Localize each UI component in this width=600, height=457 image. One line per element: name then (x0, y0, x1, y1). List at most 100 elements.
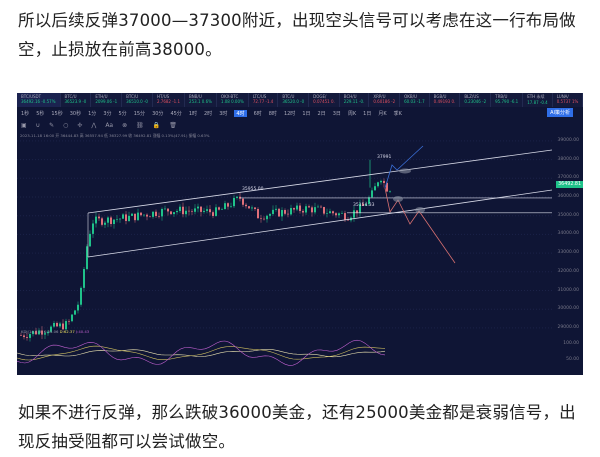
candle-body (329, 211, 331, 214)
candle-body (35, 331, 37, 335)
timeframe-option[interactable]: 3分 (103, 111, 112, 117)
lock-icon[interactable]: 🔒 (152, 122, 161, 129)
ticker-tab[interactable]: HT/US 2.7682 -1.1 (153, 93, 186, 107)
highlight-ellipse (415, 207, 425, 213)
timeframe-option[interactable]: 月K (378, 111, 387, 117)
candle-body (188, 210, 190, 212)
timeframe-option[interactable]: 季K (393, 111, 402, 117)
timeframe-option[interactable]: 3日 (332, 111, 341, 117)
timeframe-option[interactable]: 45分 (170, 111, 182, 117)
highlight-ellipse (393, 196, 403, 202)
timeframe-option[interactable]: 1日 (363, 111, 372, 117)
candle-body (383, 180, 385, 183)
timeframe-option[interactable]: 5分 (118, 111, 127, 117)
candle-body (71, 314, 73, 322)
text-icon[interactable]: Aa (105, 122, 114, 129)
ticker-tab[interactable]: LTC/US 72.77 -1.4 (249, 93, 279, 107)
link-icon[interactable]: ⛓ (136, 122, 144, 129)
ai-analysis-button[interactable]: AI策分析 (547, 108, 573, 117)
ohlc-info: 2023-11-18 16:00 开 36444.83 高 36557.94 低… (20, 133, 210, 138)
timeframe-option[interactable]: 1时 (188, 111, 197, 117)
timeframe-option[interactable]: 1秒 (21, 111, 30, 117)
timeframe-option[interactable]: 15秒 (51, 111, 63, 117)
ticker-tab[interactable]: OKX-BTC 1.08 0.00% (217, 93, 249, 107)
timeframe-option[interactable]: 30分 (152, 111, 164, 117)
ticker-name: ETH 永续 (527, 94, 545, 99)
candle-body (293, 208, 295, 210)
candle-body (182, 206, 184, 215)
timeframe-option[interactable]: 2时 (204, 111, 213, 117)
ticker-tab[interactable]: ETH/U 2099.06 -1 (91, 93, 123, 107)
trash-icon[interactable]: 🗑 (169, 122, 177, 129)
ticker-tab[interactable]: BGB/U 0.49193 0. (430, 93, 461, 107)
ticker-name: LTC/US (252, 94, 267, 99)
candle-body (32, 331, 34, 335)
ticker-tab[interactable]: OKB/U 60.03 -1.7 (400, 93, 430, 107)
candle-body (74, 310, 76, 315)
cursor-icon[interactable]: ▣ (21, 122, 27, 129)
ticker-value: 36510.0 -0 (126, 99, 148, 104)
candle-body (197, 206, 199, 209)
timeframe-option[interactable]: 4时 (234, 110, 247, 117)
drawing-toolbar: ▣ ∪ ✎ ○ ✢ ⋀ Aa ⊗ ⛓ 🔒 🗑 (17, 120, 583, 131)
timeframe-option[interactable]: 周K (347, 111, 357, 117)
ticker-value: 0.07451 0. (313, 99, 335, 104)
ticker-tab[interactable]: TRB/U 95.790 -6.1 (491, 93, 524, 107)
price-axis-label: 32000.00 (557, 268, 579, 274)
timeframe-option[interactable]: 2日 (317, 111, 326, 117)
candle-body (281, 210, 283, 217)
ticker-name: BTC/U (126, 94, 139, 99)
kdj-title: KDJ(14,3,3) (21, 329, 43, 334)
ticker-tab[interactable]: LUNA/0.5737 1% (553, 93, 583, 107)
ticker-tab[interactable]: BTC/U 36523.9 -0 (61, 93, 92, 107)
candle-body (323, 207, 325, 214)
candle-body (296, 205, 298, 210)
candlestick-plot (17, 140, 553, 366)
ticker-name: HT/US (156, 94, 170, 99)
ticker-value: 60.03 -1.7 (404, 99, 425, 104)
chart-screenshot: BTC/USDT 36492.16 -0.57% BTC/U 36523.9 -0 ET… (17, 93, 583, 375)
candle-body (119, 218, 121, 220)
ticker-tab[interactable]: BTC/U 36520.0 -0 (278, 93, 310, 107)
candle-body (104, 222, 106, 225)
timeframe-option[interactable]: 5秒 (36, 111, 45, 117)
timeframe-option[interactable]: 3时 (219, 111, 228, 117)
crosshair-icon[interactable]: ✢ (77, 122, 83, 129)
ticker-tab[interactable]: ETH 永续 17.87 -0.4 (523, 93, 553, 107)
ticker-value: 0.49193 0. (433, 99, 456, 104)
magnet-icon[interactable]: ⊗ (122, 122, 128, 129)
timeframe-option[interactable]: 15分 (133, 111, 146, 117)
candle-body (344, 213, 346, 220)
candle-body (365, 204, 367, 206)
timeframe-option[interactable]: 1分 (88, 111, 97, 117)
ticker-tab[interactable]: BCH/U 229.11 -0. (340, 93, 370, 107)
candle-body (20, 335, 22, 336)
article-paragraph: 所以后续反弹37000—37300附近，出现空头信号可以考虑在这一行布局做空，止… (18, 11, 576, 59)
wave-icon[interactable]: ⋀ (91, 122, 97, 129)
ticker-tab[interactable]: BTC/USDT 36492.16 -0.57% (17, 93, 61, 107)
timeframe-option[interactable]: 12时 (283, 111, 296, 117)
candle-body (386, 182, 388, 192)
candle-body (68, 321, 70, 322)
brush-icon[interactable]: ✎ (49, 122, 55, 129)
ticker-value: 229.11 -0. (343, 99, 365, 104)
curve-icon[interactable]: ∪ (35, 122, 41, 129)
ticker-tab[interactable]: XRP/U 0.60186 -2 (369, 93, 401, 107)
candle-body (143, 214, 145, 216)
ticker-name: BTC/U (282, 94, 295, 99)
candle-body (206, 209, 208, 211)
timeframe-option[interactable]: 6时 (253, 111, 262, 117)
price-axis-label: 31000.00 (557, 287, 579, 293)
ticker-tab[interactable]: BLZ/US 0.23046 -2 (460, 93, 492, 107)
timeframe-option[interactable]: 30秒 (69, 111, 82, 117)
candle-body (389, 191, 391, 192)
timeframe-option[interactable]: 1日 (302, 111, 311, 117)
ticker-tab[interactable]: DOGE/0.07451 0. (309, 93, 340, 107)
timeframe-option[interactable]: 8时 (268, 111, 277, 117)
candle-body (23, 335, 25, 338)
ticker-tab[interactable]: BNB/U 253.1 0.6% (185, 93, 217, 107)
ticker-tab[interactable]: BTC/U 36510.0 -0 (122, 93, 153, 107)
circle-icon[interactable]: ○ (63, 122, 69, 129)
candle-body (164, 208, 166, 210)
candle-body (26, 337, 28, 338)
